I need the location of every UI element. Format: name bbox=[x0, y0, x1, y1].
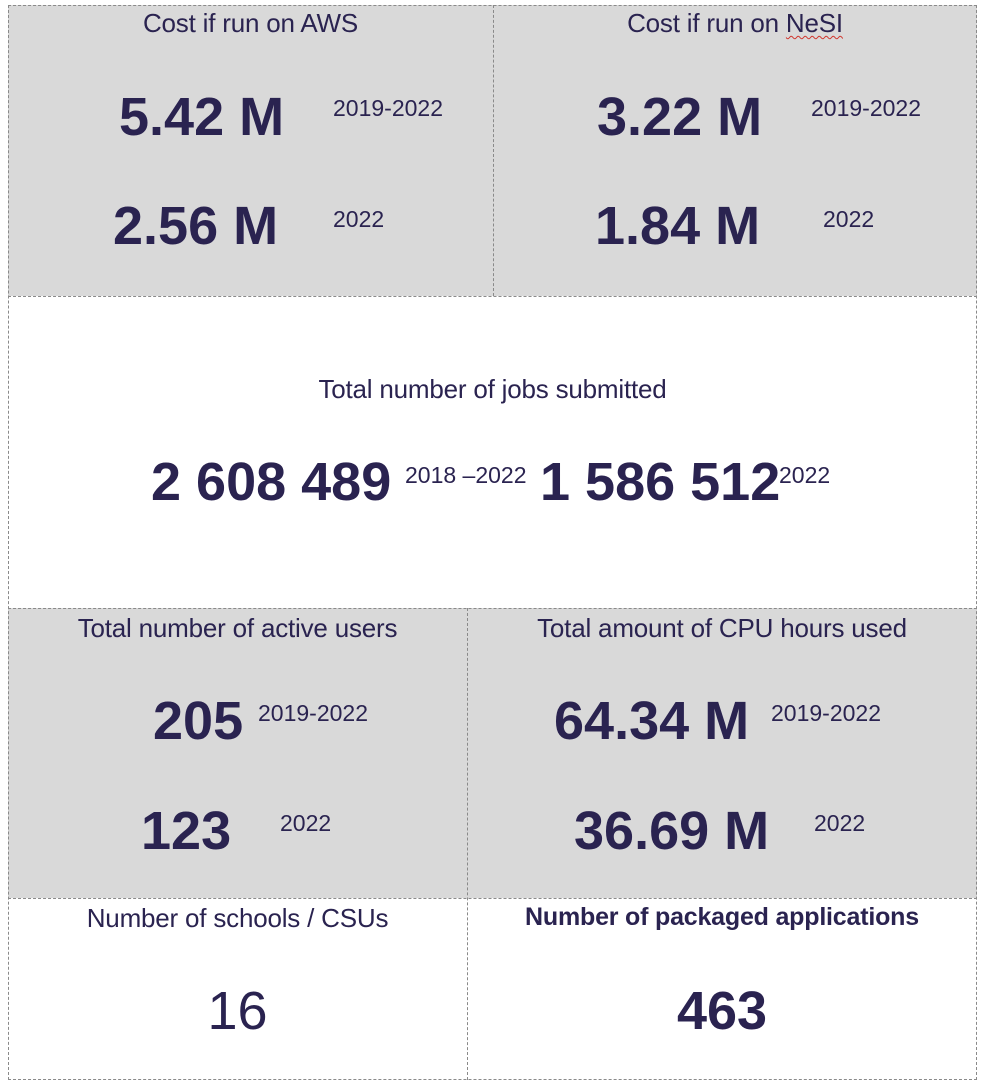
grid-line bbox=[8, 608, 977, 609]
nesi-title-flagged-word: NeSI bbox=[785, 8, 843, 38]
users-title: Total number of active users bbox=[77, 613, 398, 643]
grid-line bbox=[493, 5, 494, 296]
aws-total-value: 5.42 M bbox=[119, 87, 285, 147]
grid-line bbox=[467, 608, 468, 1080]
apps-title: Number of packaged applications bbox=[525, 903, 919, 931]
jobs-title: Total number of jobs submitted bbox=[318, 374, 667, 404]
users-cell bbox=[8, 608, 467, 898]
nesi-year-period: 2022 bbox=[823, 206, 875, 232]
aws-cost-cell bbox=[8, 5, 493, 296]
schools-cell bbox=[8, 898, 467, 1080]
apps-cell bbox=[467, 898, 977, 1080]
apps-value: 463 bbox=[676, 981, 768, 1041]
cpu-total-period: 2019-2022 bbox=[771, 700, 881, 726]
grid-line bbox=[976, 5, 977, 1080]
schools-value: 16 bbox=[207, 981, 268, 1041]
grid-line bbox=[8, 5, 977, 6]
aws-year-period: 2022 bbox=[333, 206, 385, 232]
nesi-total-period: 2019-2022 bbox=[811, 95, 921, 121]
grid-line bbox=[8, 898, 977, 899]
jobs-year-value: 1 586 512 bbox=[540, 452, 781, 512]
grid-line bbox=[8, 1079, 977, 1080]
jobs-cell bbox=[8, 296, 977, 608]
users-year-value: 123 bbox=[141, 801, 232, 861]
cpu-year-period: 2022 bbox=[814, 810, 866, 836]
cpu-cell bbox=[467, 608, 977, 898]
nesi-cost-title: Cost if run on NeSI bbox=[493, 8, 977, 39]
nesi-title-prefix: Cost if run on bbox=[627, 8, 786, 38]
users-year-period: 2022 bbox=[280, 810, 332, 836]
jobs-total-value: 2 608 489 bbox=[151, 452, 392, 512]
nesi-year-value: 1.84 M bbox=[595, 196, 761, 256]
nesi-total-value: 3.22 M bbox=[597, 87, 763, 147]
grid-line bbox=[8, 5, 9, 1080]
schools-title: Number of schools / CSUs bbox=[86, 903, 389, 933]
cpu-total-value: 64.34 M bbox=[554, 691, 750, 751]
aws-total-period: 2019-2022 bbox=[333, 95, 443, 121]
grid-line bbox=[8, 296, 977, 297]
users-total-period: 2019-2022 bbox=[258, 700, 368, 726]
users-total-value: 205 bbox=[153, 691, 244, 751]
nesi-cost-cell bbox=[493, 5, 977, 296]
aws-year-value: 2.56 M bbox=[113, 196, 279, 256]
cpu-year-value: 36.69 M bbox=[574, 801, 770, 861]
cpu-title: Total amount of CPU hours used bbox=[537, 613, 907, 643]
jobs-year-period: 2022 bbox=[779, 462, 831, 488]
aws-cost-title: Cost if run on AWS bbox=[142, 8, 359, 38]
jobs-total-period: 2018 –2022 bbox=[405, 462, 527, 488]
